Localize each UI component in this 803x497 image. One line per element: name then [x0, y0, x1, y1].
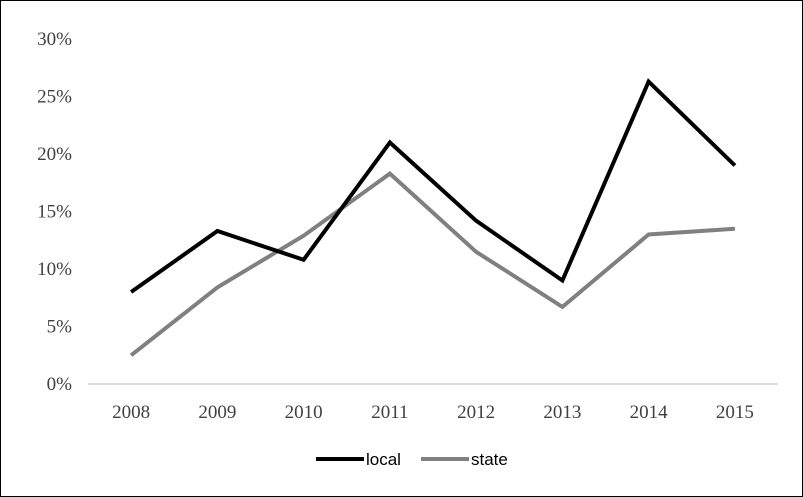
series-line-state — [129, 171, 736, 357]
x-axis-ticks: 2008 2009 2010 2011 2012 2013 2014 2015 — [112, 402, 754, 423]
series-lines — [129, 78, 737, 357]
x-tick-label: 2015 — [716, 402, 754, 423]
y-tick-label: 10% — [37, 259, 72, 280]
x-tick-label: 2010 — [285, 402, 323, 423]
x-tick-label: 2011 — [371, 402, 408, 423]
legend-label-local: local — [366, 450, 401, 469]
y-tick-label: 30% — [37, 29, 72, 50]
x-tick-label: 2012 — [457, 402, 495, 423]
y-tick-label: 20% — [37, 144, 72, 165]
x-tick-label: 2009 — [198, 402, 236, 423]
y-tick-label: 25% — [37, 87, 72, 108]
legend-label-state: state — [471, 450, 508, 469]
series-line-local — [129, 78, 737, 294]
x-tick-label: 2013 — [543, 402, 581, 423]
y-tick-label: 15% — [37, 202, 72, 223]
y-tick-label: 0% — [47, 374, 73, 395]
x-tick-label: 2008 — [112, 402, 150, 423]
legend: local state — [316, 450, 508, 469]
x-tick-label: 2014 — [630, 402, 669, 423]
y-tick-label: 5% — [47, 317, 73, 338]
y-axis-ticks: 0% 5% 10% 15% 20% 25% 30% — [37, 29, 72, 395]
